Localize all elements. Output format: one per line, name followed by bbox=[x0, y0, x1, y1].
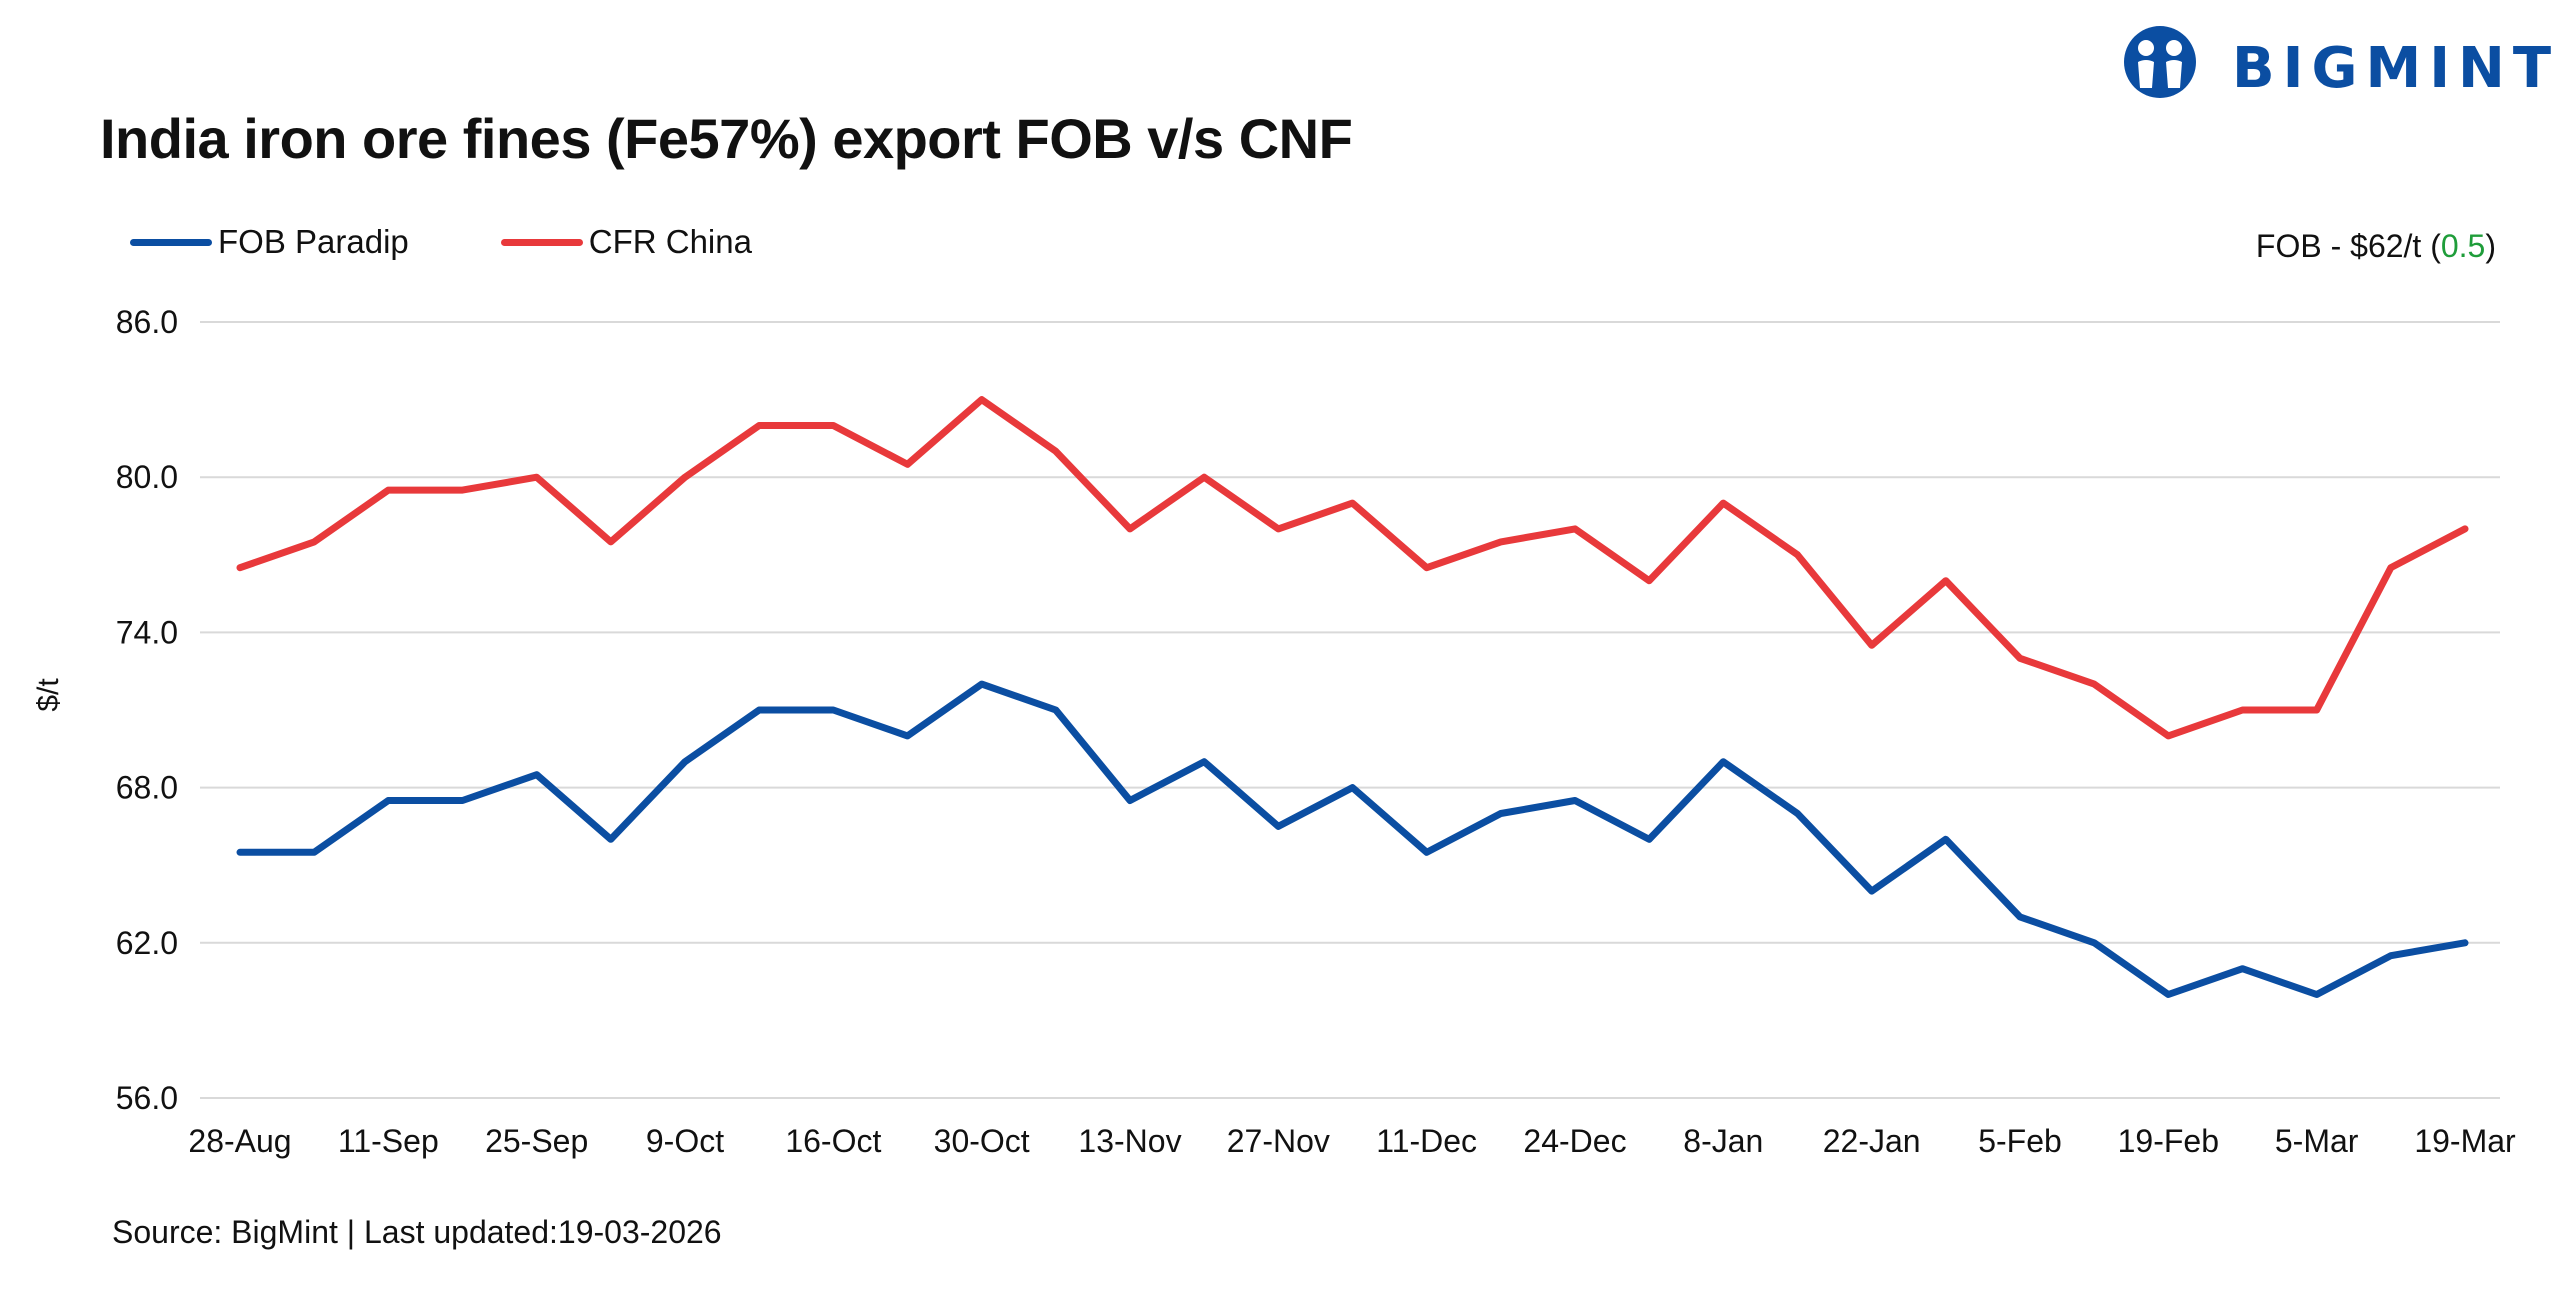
x-tick-label: 19-Mar bbox=[2414, 1123, 2516, 1159]
y-tick-label: 80.0 bbox=[116, 459, 178, 495]
annotation-prefix: FOB - $62/t ( bbox=[2255, 228, 2441, 264]
people-circle-icon bbox=[2124, 26, 2196, 98]
y-tick-label: 86.0 bbox=[116, 304, 178, 340]
x-tick-label: 11-Sep bbox=[338, 1123, 439, 1159]
chart-legend: FOB Paradip CFR China bbox=[130, 222, 844, 262]
legend-swatch-fob bbox=[130, 238, 212, 246]
legend-label-cfr: CFR China bbox=[588, 223, 752, 260]
y-tick-label: 62.0 bbox=[116, 925, 178, 961]
x-tick-label: 5-Mar bbox=[2275, 1123, 2359, 1159]
price-annotation: FOB - $62/t (0.5) bbox=[2256, 228, 2496, 265]
y-tick-label: 74.0 bbox=[116, 614, 178, 650]
y-tick-label: 56.0 bbox=[116, 1080, 178, 1116]
legend-item-fob: FOB Paradip bbox=[130, 223, 409, 261]
x-tick-label: 30-Oct bbox=[934, 1123, 1030, 1159]
x-tick-label: 22-Jan bbox=[1823, 1123, 1921, 1159]
y-axis-title: $/t bbox=[32, 678, 65, 712]
legend-label-fob: FOB Paradip bbox=[218, 223, 409, 260]
y-tick-label: 68.0 bbox=[116, 770, 178, 806]
x-tick-label: 19-Feb bbox=[2118, 1123, 2219, 1159]
chart-title: India iron ore fines (Fe57%) export FOB … bbox=[100, 107, 1353, 170]
brand-name: BIGMINT bbox=[2232, 36, 2560, 101]
bigmint-logo: BIGMINT bbox=[2120, 18, 2551, 108]
legend-swatch-cfr bbox=[500, 238, 583, 246]
legend-item-cfr: CFR China bbox=[500, 223, 752, 261]
x-tick-label: 27-Nov bbox=[1227, 1123, 1330, 1159]
annotation-suffix: ) bbox=[2485, 228, 2496, 264]
x-tick-label: 24-Dec bbox=[1523, 1123, 1626, 1159]
x-tick-label: 9-Oct bbox=[646, 1123, 724, 1159]
x-tick-label: 16-Oct bbox=[785, 1123, 881, 1159]
source-footer: Source: BigMint | Last updated:19-03-202… bbox=[112, 1214, 722, 1250]
x-tick-label: 13-Nov bbox=[1078, 1123, 1181, 1159]
x-tick-label: 28-Aug bbox=[188, 1123, 291, 1159]
annotation-change: 0.5 bbox=[2440, 228, 2486, 264]
series-line-cfr-china bbox=[236, 396, 2469, 740]
series-line-fob-paradip bbox=[236, 680, 2469, 998]
x-tick-label: 11-Dec bbox=[1376, 1123, 1477, 1159]
x-tick-label: 25-Sep bbox=[485, 1123, 588, 1159]
x-tick-label: 8-Jan bbox=[1683, 1123, 1763, 1159]
x-tick-label: 5-Feb bbox=[1978, 1123, 2062, 1159]
